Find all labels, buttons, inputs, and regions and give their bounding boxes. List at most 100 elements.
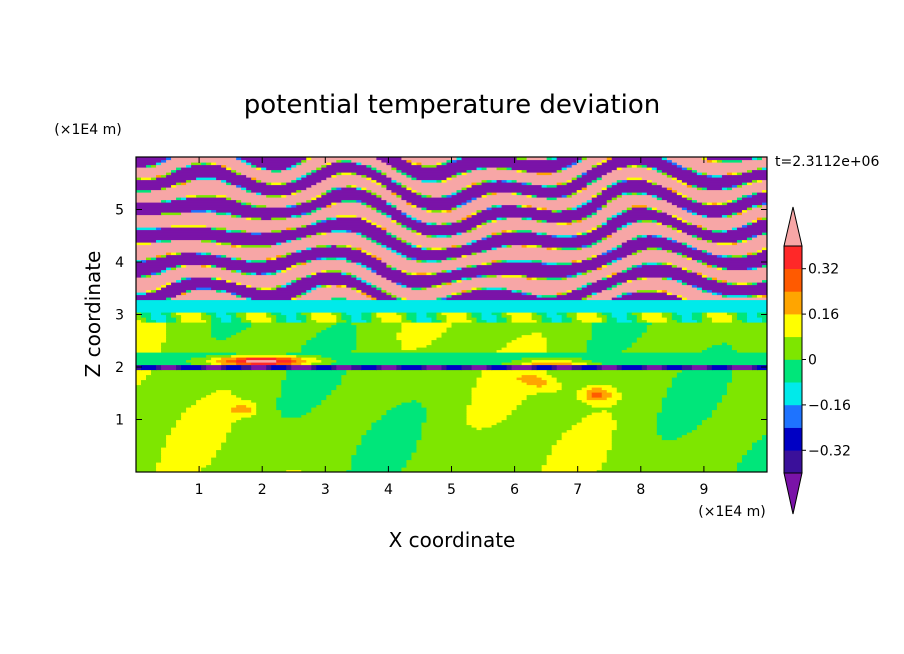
- heatmap-cell: [136, 462, 157, 466]
- heatmap-cell: [711, 317, 733, 321]
- heatmap-cell: [446, 294, 453, 298]
- heatmap-cell: [366, 252, 372, 256]
- heatmap-cell: [176, 279, 182, 283]
- heatmap-cell: [541, 317, 553, 321]
- heatmap-cell: [606, 274, 613, 278]
- heatmap-cell: [136, 287, 157, 291]
- heatmap-cell: [336, 214, 357, 218]
- heatmap-cell: [211, 227, 217, 231]
- heatmap-cell: [601, 207, 628, 211]
- heatmap-cell: [211, 252, 287, 256]
- heatmap-cell: [441, 209, 448, 213]
- heatmap-cell: [406, 272, 413, 276]
- heatmap-cell: [211, 239, 217, 243]
- heatmap-cell: [686, 282, 728, 286]
- heatmap-cell: [481, 167, 488, 171]
- heatmap-cell: [471, 264, 478, 268]
- heatmap-cell: [496, 204, 503, 208]
- heatmap-cell: [336, 244, 347, 248]
- heatmap-cell: [401, 224, 408, 228]
- heatmap-cell: [331, 187, 337, 191]
- heatmap-cell: [231, 197, 312, 201]
- heatmap-cell: [366, 219, 372, 223]
- heatmap-cell: [751, 237, 767, 241]
- heatmap-cell: [591, 337, 638, 341]
- heatmap-cell: [446, 367, 463, 371]
- heatmap-cell: [741, 159, 767, 163]
- heatmap-cell: [216, 449, 357, 453]
- heatmap-cell: [286, 182, 317, 186]
- heatmap-cell: [591, 214, 613, 218]
- heatmap-cell: [301, 362, 312, 366]
- heatmap-cell: [706, 252, 713, 256]
- heatmap-cell: [286, 364, 292, 368]
- heatmap-cell: [506, 367, 513, 371]
- heatmap-cell: [506, 244, 513, 248]
- heatmap-cell: [726, 294, 748, 298]
- heatmap-cell: [466, 289, 473, 293]
- heatmap-cell: [461, 219, 488, 223]
- heatmap-cell: [336, 367, 352, 371]
- heatmap-cell: [136, 227, 157, 231]
- heatmap-cell: [356, 274, 382, 278]
- heatmap-cell: [386, 412, 428, 416]
- heatmap-cell: [241, 317, 247, 321]
- heatmap-cell: [696, 172, 703, 176]
- heatmap-cell: [581, 219, 608, 223]
- heatmap-cell: [206, 394, 237, 398]
- heatmap-cell: [636, 264, 643, 268]
- heatmap-cell: [731, 372, 767, 376]
- heatmap-cell: [726, 384, 767, 388]
- heatmap-cell: [631, 267, 683, 271]
- heatmap-cell: [651, 167, 658, 171]
- heatmap-cell: [151, 314, 167, 318]
- heatmap-cell: [221, 289, 227, 293]
- heatmap-cell: [576, 394, 588, 398]
- heatmap-cell: [721, 229, 728, 233]
- heatmap-cell: [296, 227, 382, 231]
- heatmap-cell: [576, 312, 598, 316]
- heatmap-cell: [701, 224, 743, 228]
- heatmap-cell: [576, 174, 583, 178]
- heatmap-cell: [396, 169, 403, 173]
- heatmap-cell: [356, 199, 362, 203]
- heatmap-cell: [171, 312, 177, 316]
- heatmap-cell: [321, 399, 413, 403]
- heatmap-cell: [506, 179, 513, 183]
- heatmap-cell: [721, 342, 728, 346]
- heatmap-cell: [391, 204, 398, 208]
- heatmap-cell: [471, 184, 543, 188]
- heatmap-cell: [571, 424, 618, 428]
- heatmap-cell: [676, 372, 733, 376]
- heatmap-cell: [436, 297, 443, 301]
- heatmap-cell: [546, 339, 588, 343]
- heatmap-cell: [401, 324, 453, 328]
- heatmap-cell: [136, 399, 197, 403]
- heatmap-cell: [741, 239, 748, 243]
- heatmap-cell: [411, 204, 418, 208]
- heatmap-cell: [471, 399, 523, 403]
- heatmap-cell: [691, 312, 703, 316]
- heatmap-cell: [281, 242, 377, 246]
- heatmap-cell: [741, 254, 748, 258]
- heatmap-cell: [301, 262, 307, 266]
- heatmap-cell: [211, 319, 222, 323]
- heatmap-cell: [726, 312, 738, 316]
- heatmap-cell: [576, 204, 583, 208]
- heatmap-cell: [151, 312, 162, 316]
- heatmap-cell: [656, 429, 693, 433]
- heatmap-cell: [556, 222, 568, 226]
- heatmap-cell: [256, 412, 282, 416]
- heatmap-cell: [171, 314, 182, 318]
- heatmap-cell: [761, 437, 767, 441]
- heatmap-cell: [231, 392, 282, 396]
- heatmap-cell: [286, 239, 292, 243]
- heatmap-cell: [546, 157, 553, 161]
- heatmap-cell: [746, 239, 767, 243]
- heatmap-cell: [471, 197, 478, 201]
- heatmap-cell: [616, 364, 623, 368]
- heatmap-cell: [411, 227, 473, 231]
- heatmap-cell: [501, 312, 508, 316]
- heatmap-cell: [301, 294, 367, 298]
- heatmap-cell: [411, 454, 548, 458]
